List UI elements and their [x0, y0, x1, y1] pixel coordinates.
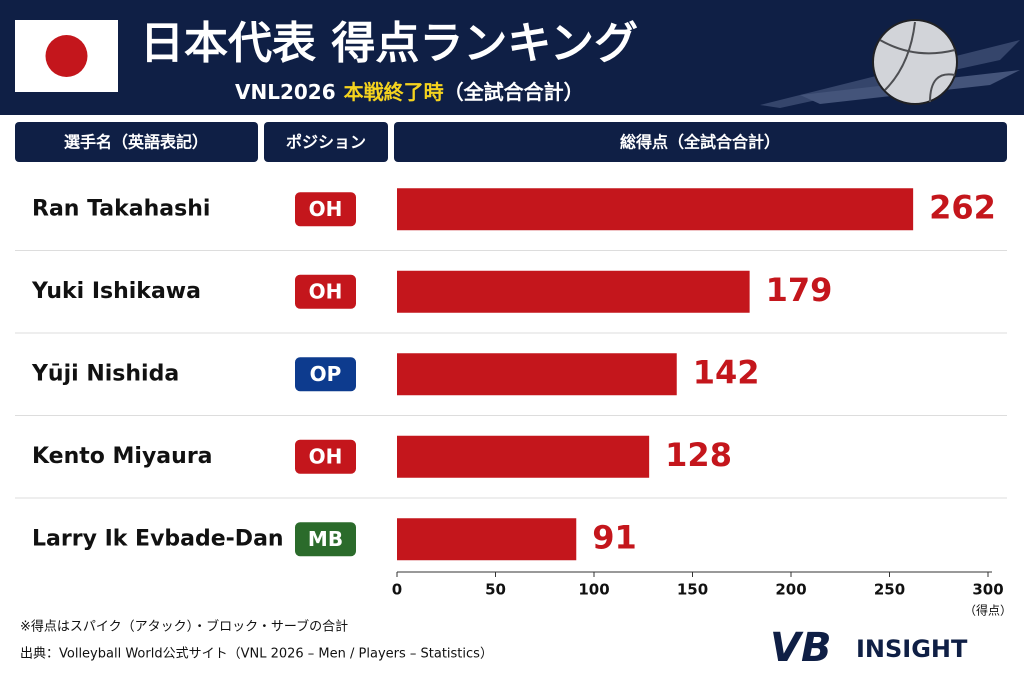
- value-label: 142: [693, 353, 760, 391]
- bar: [397, 435, 650, 478]
- position-badge: [295, 439, 356, 474]
- position-label: OH: [309, 444, 343, 468]
- note: ※得点はスパイク（アタック）・ブロック・サーブの合計: [20, 619, 348, 635]
- player-name: Larry Ik Evbade-Dan: [32, 526, 284, 551]
- subtitle-part: VNL2026: [235, 80, 336, 104]
- x-tick-label: 0: [392, 581, 402, 599]
- player-name: Yuki Ishikawa: [31, 279, 201, 304]
- x-tick-label: 250: [874, 581, 905, 599]
- flag-sun: [45, 35, 88, 77]
- column-header-box: [394, 122, 1007, 162]
- x-tick-label: 200: [775, 581, 806, 599]
- value-label: 179: [766, 271, 833, 309]
- column-header: 総得点（全試合合計）: [620, 133, 780, 152]
- position-badge: [295, 192, 356, 227]
- subtitle: VNL2026 本戦終了時（全試合合計）: [235, 80, 584, 104]
- position-label: OP: [310, 362, 342, 386]
- x-tick-label: 50: [485, 581, 506, 599]
- value-label: 128: [665, 436, 732, 474]
- x-tick-label: 150: [677, 581, 708, 599]
- subtitle-part: （全試合合計）: [444, 80, 584, 104]
- player-name: Ran Takahashi: [32, 196, 210, 221]
- column-header-box: [264, 122, 388, 162]
- x-axis-unit: （得点）: [964, 603, 1012, 618]
- volleyball-decoration: [760, 19, 1020, 108]
- logo-mark: VB: [770, 625, 831, 671]
- column-header: 選手名（英語表記）: [64, 133, 208, 152]
- bar: [397, 270, 750, 313]
- value-label: 91: [592, 518, 637, 556]
- bar: [397, 188, 914, 231]
- chart-title: 日本代表 得点ランキング: [140, 18, 638, 69]
- value-label: 262: [929, 188, 996, 226]
- position-badge: [295, 274, 356, 309]
- source-note: 出典：Volleyball World公式サイト（VNL 2026 – Men …: [20, 647, 493, 662]
- position-label: OH: [309, 197, 343, 221]
- position-label: MB: [308, 527, 343, 551]
- x-tick-label: 100: [578, 581, 609, 599]
- column-header-box: [15, 122, 258, 162]
- x-tick-label: 300: [972, 581, 1003, 599]
- subtitle-part: 本戦終了時: [344, 80, 444, 104]
- column-header: ポジション: [286, 133, 366, 152]
- position-label: OH: [309, 279, 343, 303]
- bar: [397, 353, 677, 396]
- logo-text: INSIGHT: [856, 635, 968, 663]
- position-badge: [295, 357, 356, 392]
- bar: [397, 518, 577, 561]
- player-name: Yūji Nishida: [31, 361, 179, 386]
- position-badge: [295, 522, 356, 557]
- player-name: Kento Miyaura: [32, 444, 213, 469]
